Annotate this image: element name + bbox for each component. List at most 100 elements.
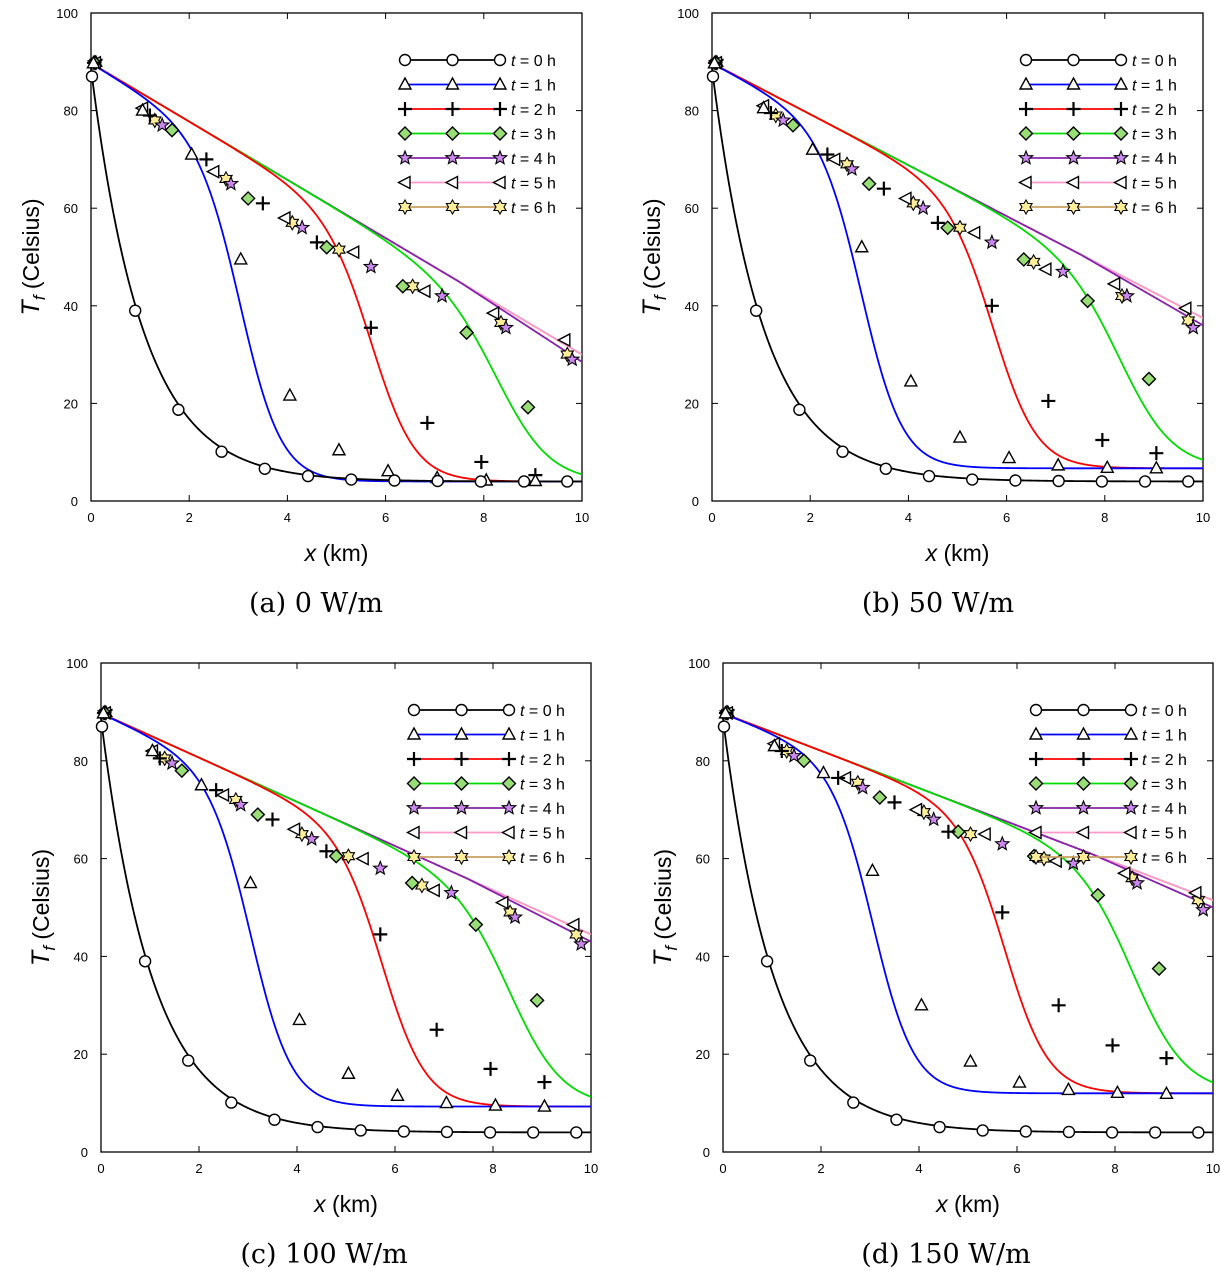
series-markers-t0 [95,720,583,1139]
data-point [240,190,256,206]
data-point [785,117,801,133]
legend-label: t = 5 h [511,176,556,193]
legend-label: t = 2 h [1132,102,1177,119]
series-line-t4 [91,62,582,363]
data-point [174,763,190,779]
data-point [941,824,956,839]
legend-marker [1077,703,1090,717]
x-tick-label: 8 [1111,1161,1118,1176]
data-point [565,917,580,932]
data-point [756,100,771,114]
data-point [135,102,150,116]
legend-marker [491,175,506,190]
y-axis-label: Tf (Celsius) [649,849,681,966]
data-point [474,454,489,469]
data-point [215,787,230,803]
data-point [303,830,320,846]
data-point [95,720,109,733]
data-point [952,219,967,236]
data-point [390,1087,405,1101]
legend-marker [1123,726,1139,740]
legend-marker [1066,102,1081,116]
x-tick-label: 2 [807,510,814,525]
data-point [354,1124,367,1137]
data-point [420,415,435,430]
data-point [1095,475,1109,488]
legend-marker [1067,53,1080,67]
data-point [564,350,581,367]
data-point [341,848,356,865]
data-point [225,1096,238,1109]
x-tick-label: 0 [97,1161,104,1176]
data-point [319,844,334,859]
legend-marker [1028,848,1044,866]
y-tick-label: 80 [685,104,699,119]
data-point [194,777,209,791]
data-point [301,469,315,483]
x-tick-label: 0 [719,1161,726,1176]
data-point [474,475,488,488]
legend-marker [446,53,459,67]
legend-label: t = 4 h [520,801,565,818]
data-point [556,332,571,348]
y-tick-label: 40 [64,299,78,314]
data-point [319,239,335,255]
legend-marker [1065,175,1080,190]
series-line-t1 [723,712,1213,1095]
data-point [96,705,111,719]
data-point [933,1120,946,1134]
y-tick-label: 60 [64,201,78,216]
data-point [1159,1085,1174,1100]
data-point [1105,1038,1120,1053]
data-point [826,152,841,167]
data-point [1118,287,1136,303]
data-point [561,475,574,488]
data-point [1048,853,1062,869]
data-point [397,1125,411,1138]
x-tick-label: 6 [1003,510,1010,525]
x-tick-label: 8 [489,1161,496,1176]
data-point [404,875,420,891]
data-point [1128,874,1146,890]
data-point [488,1097,503,1111]
data-point [804,1054,817,1067]
series-line-t1 [101,712,591,1108]
data-point [439,1095,454,1109]
series-line-t0 [712,63,1203,483]
data-point [138,955,152,968]
data-point [1141,371,1157,387]
legend-label: t = 2 h [1142,752,1187,769]
series-markers-t6 [709,54,1196,329]
legend-marker [502,703,516,717]
data-point [831,770,846,785]
legend-marker [444,175,459,190]
legend-label: t = 0 h [520,703,565,720]
data-point [707,55,722,69]
data-point [820,147,835,162]
legend-marker [501,776,517,791]
data-point [372,859,389,876]
legend-label: t = 1 h [520,728,565,745]
data-point [767,738,782,752]
legend-label: t = 4 h [1142,801,1187,818]
series-markers-t5 [87,55,571,348]
legend-marker [500,799,518,815]
data-point [395,278,411,294]
series-lines [101,712,591,1134]
data-point [925,810,942,827]
legend-marker [398,53,412,67]
data-point [243,875,258,889]
legend-marker [1075,825,1090,840]
legend-label: t = 1 h [1132,78,1177,95]
legend-marker [455,703,468,717]
y-tick-label: 0 [703,1145,710,1160]
data-point [1050,457,1066,471]
data-point [1106,276,1121,291]
data-point [718,705,733,719]
data-point [573,935,590,952]
data-point [215,445,228,458]
legend-marker [406,848,422,866]
data-point [440,1125,454,1139]
